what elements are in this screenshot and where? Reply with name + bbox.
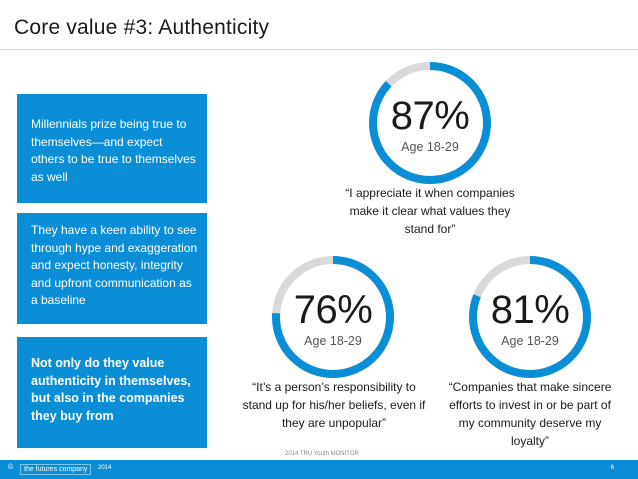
company-logo: the futures company (20, 464, 92, 475)
donut-ring-2 (272, 256, 394, 378)
slide-title: Core value #3: Authenticity (14, 16, 270, 39)
stat-age-3: Age 18-29 (501, 334, 559, 348)
donut-ring-1 (369, 62, 491, 184)
stat-quote-2: “It’s a person’s responsibility to stand… (242, 380, 426, 430)
copyright-symbol: © (8, 464, 14, 471)
stat-quote-1: “I appreciate it when companies make it … (345, 186, 515, 236)
stat-gauge-2: 76% Age 18-29 (270, 254, 396, 380)
stat-percent-2: 76% (293, 288, 373, 332)
stat-percent-3: 81% (490, 288, 570, 332)
stat-percent-1: 87% (390, 94, 470, 138)
footer-bar: © the futures company 2014 6 (0, 460, 638, 479)
stat-quote-3: “Companies that make sincere efforts to … (448, 380, 612, 448)
donut-ring-3 (469, 256, 591, 378)
stat-gauge-3: 81% Age 18-29 (467, 254, 593, 380)
info-box-3-text: Not only do they value authenticity in t… (31, 356, 191, 423)
footer-year: 2014 (98, 465, 112, 471)
page-number: 6 (610, 465, 614, 471)
stat-gauge-1: 87% Age 18-29 (367, 60, 493, 186)
info-box-1: Millennials prize being true to themselv… (17, 94, 207, 203)
stat-age-1: Age 18-29 (401, 140, 459, 154)
info-box-3: Not only do they value authenticity in t… (17, 337, 207, 448)
info-box-2: They have a keen ability to see through … (17, 213, 207, 324)
source-note: 2014 TRU Youth MONITOR (285, 451, 359, 457)
title-divider (0, 49, 638, 50)
stat-age-2: Age 18-29 (304, 334, 362, 348)
